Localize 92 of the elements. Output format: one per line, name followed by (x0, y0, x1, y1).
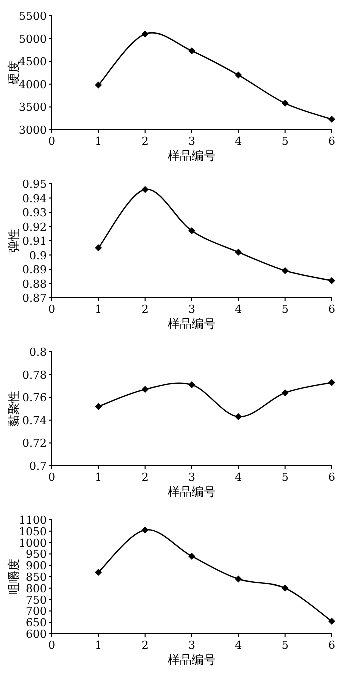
x-tick-label: 2 (142, 639, 149, 652)
point (142, 30, 149, 38)
x-axis-title: 样品编号 (168, 653, 216, 667)
y-tick-label: 1050 (19, 525, 47, 538)
y-tick-label: 900 (26, 560, 47, 573)
y-axis-title: 弹性 (7, 229, 21, 253)
x-tick-label: 0 (48, 639, 56, 652)
y-tick-label: 3500 (19, 101, 47, 114)
point (95, 82, 102, 89)
point (142, 386, 149, 394)
y-tick-label: 4500 (19, 56, 47, 69)
point (282, 390, 289, 397)
point (95, 568, 102, 576)
x-tick-label: 3 (188, 639, 196, 652)
point (142, 526, 149, 534)
y-tick-label: 600 (26, 628, 47, 641)
x-tick-label: 6 (328, 303, 336, 316)
point (188, 48, 196, 55)
x-tick-label: 4 (235, 303, 242, 316)
y-tick-label: 0.8 (30, 346, 47, 359)
point (282, 100, 289, 108)
point (188, 382, 196, 389)
y-tick-label: 800 (26, 582, 47, 596)
y-tick-label: 0.89 (22, 264, 47, 276)
x-axis-title: 样品编号 (168, 317, 216, 331)
y-tick-label: 0.95 (22, 178, 47, 191)
x-tick-label: 1 (95, 303, 102, 316)
y-tick-label: 0.9 (30, 249, 47, 262)
point (328, 379, 336, 386)
y-tick-label: 0.72 (22, 437, 47, 450)
y-tick-label: 0.88 (22, 278, 47, 291)
x-tick-label: 3 (188, 135, 196, 148)
y-tick-label: 3000 (19, 124, 47, 137)
y-tick-label: 750 (26, 594, 47, 607)
x-tick-label: 5 (282, 471, 289, 484)
point (188, 228, 196, 235)
x-tick-label: 1 (95, 639, 102, 652)
point (235, 576, 242, 583)
point (235, 248, 242, 256)
y-tick-label: 850 (26, 571, 47, 584)
x-tick-label: 2 (142, 471, 149, 484)
point (328, 277, 336, 284)
y-tick-label: 1100 (19, 514, 47, 527)
point (188, 552, 196, 560)
y-tick-label: 0.92 (22, 220, 47, 234)
x-tick-label: 2 (142, 135, 149, 148)
x-tick-label: 1 (95, 135, 102, 148)
y-axis-title: 咀嚼度 (7, 559, 21, 595)
x-axis-title: 样品编号 (168, 149, 216, 163)
x-tick-label: 6 (328, 135, 336, 148)
y-tick-label: 0.74 (22, 414, 47, 428)
y-tick-label: 700 (26, 605, 47, 618)
point (328, 116, 336, 124)
x-tick-label: 4 (235, 639, 242, 652)
x-tick-label: 6 (328, 471, 336, 484)
point (95, 244, 102, 252)
y-tick-label: 650 (26, 616, 47, 630)
y-tick-label: 5000 (19, 32, 47, 46)
point (235, 72, 242, 79)
y-axis-title: 黏聚性 (7, 391, 21, 427)
x-tick-label: 5 (282, 135, 289, 148)
x-tick-label: 5 (282, 639, 289, 652)
y-tick-label: 4000 (19, 78, 47, 92)
y-tick-label: 0.94 (22, 192, 47, 206)
y-tick-label: 0.76 (22, 392, 47, 405)
y-tick-label: 0.87 (22, 292, 47, 305)
point (328, 618, 336, 625)
x-tick-label: 4 (235, 135, 242, 148)
y-tick-label: 5500 (19, 10, 47, 23)
x-tick-label: 3 (188, 303, 196, 316)
x-tick-label: 4 (235, 471, 242, 484)
x-tick-label: 2 (142, 303, 149, 316)
x-tick-label: 0 (48, 471, 56, 484)
y-tick-label: 950 (26, 548, 47, 562)
point (95, 403, 102, 410)
x-tick-label: 6 (328, 639, 336, 652)
x-tick-label: 0 (48, 135, 56, 148)
point (142, 186, 149, 194)
x-tick-label: 3 (188, 471, 196, 484)
y-tick-label: 0.91 (22, 235, 47, 248)
y-axis-title: 硬度 (7, 61, 21, 85)
x-tick-label: 0 (48, 303, 56, 316)
point (282, 267, 289, 274)
x-tick-label: 5 (282, 303, 289, 316)
y-tick-label: 1000 (19, 536, 47, 550)
y-tick-label: 0.7 (30, 460, 47, 473)
y-tick-label: 0.93 (22, 206, 47, 220)
point (282, 584, 289, 592)
x-tick-label: 1 (95, 471, 102, 484)
y-tick-label: 0.78 (22, 368, 47, 382)
point (235, 413, 242, 420)
x-axis-title: 样品编号 (168, 485, 216, 499)
